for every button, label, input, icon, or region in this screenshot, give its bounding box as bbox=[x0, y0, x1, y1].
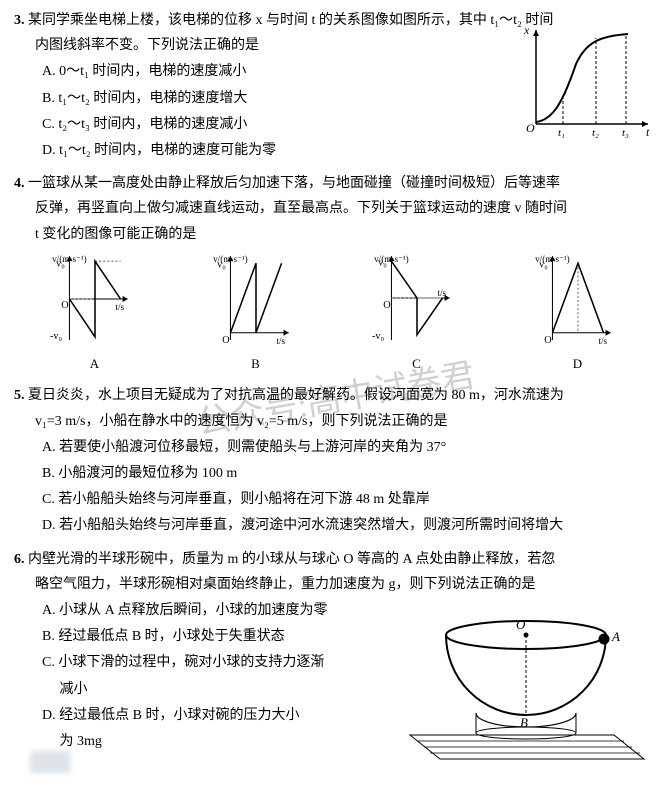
q4-graph-a: v/(m·s⁻¹) t/s v₀ -v₀ O A bbox=[50, 253, 140, 376]
svg-text:v₀: v₀ bbox=[217, 259, 226, 270]
q6-figure: O A B bbox=[404, 605, 654, 774]
svg-text:v₀: v₀ bbox=[378, 257, 387, 268]
q4-stem: 4. 一篮球从某一高度处由静止释放后匀加速下落，与地面碰撞（碰撞时间极短）后等速… bbox=[14, 171, 658, 247]
q4-label-c: C bbox=[372, 352, 462, 375]
q6-opt-a: A. 小球从 A 点释放后瞬间，小球的加速度为零 bbox=[42, 598, 384, 623]
q4-graphs-row: v/(m·s⁻¹) t/s v₀ -v₀ O A v/(m·s⁻¹) t/s v… bbox=[14, 253, 658, 376]
q6-options: A. 小球从 A 点释放后瞬间，小球的加速度为零 B. 经过最低点 B 时，小球… bbox=[14, 598, 384, 754]
q4-stem-l3: t 变化的图像可能正确的是 bbox=[35, 227, 196, 242]
q4-stem-l2: 反弹，再竖直向上做匀减速直线运动，直至最高点。下列关于篮球运动的速度 v 随时间 bbox=[35, 201, 567, 216]
q3-t2: t₂ bbox=[592, 127, 599, 139]
question-4: 4. 一篮球从某一高度处由静止释放后匀加速下落，与地面碰撞（碰撞时间极短）后等速… bbox=[14, 171, 658, 375]
question-3: 3. 某同学乘坐电梯上楼，该电梯的位移 x 与时间 t 的关系图像如图所示，其中… bbox=[14, 8, 658, 163]
q4-label-a: A bbox=[50, 352, 140, 375]
q3-t1: t₁ bbox=[558, 127, 565, 139]
q4-graph-d: v/(m·s⁻¹) t/s v₀ O D bbox=[533, 253, 623, 376]
q3-xlabel: t bbox=[646, 125, 650, 139]
q5-number: 5. bbox=[14, 388, 25, 403]
q4-graph-b: v/(m·s⁻¹) t/s v₀ O B bbox=[211, 253, 301, 376]
svg-text:O: O bbox=[222, 335, 229, 345]
q3-ylabel: x bbox=[523, 24, 530, 37]
q3-stem-l2: 内图线斜率不变。下列说法正确的是 bbox=[35, 38, 259, 53]
svg-text:O: O bbox=[544, 335, 551, 345]
q6-opt-b: B. 经过最低点 B 时，小球处于失重状态 bbox=[42, 624, 384, 649]
svg-text:t/s: t/s bbox=[598, 336, 607, 345]
svg-text:O: O bbox=[383, 300, 390, 311]
q6-stem-l2: 略空气阻力，半球形碗相对桌面始终静止，重力加速度为 g，则下列说法正确的是 bbox=[35, 577, 536, 592]
q3-t3: t₃ bbox=[622, 127, 629, 139]
blur-artifact bbox=[30, 751, 70, 773]
svg-text:O: O bbox=[526, 121, 535, 135]
svg-text:t/s: t/s bbox=[276, 336, 285, 345]
q3-graph-svg: O x t t₁ t₂ t₃ bbox=[518, 24, 658, 144]
q5-stem-l1: 夏日炎炎，水上项目无疑成为了对抗高温的最好解药。假设河面宽为 80 m，河水流速… bbox=[28, 388, 564, 403]
svg-text:t/s: t/s bbox=[437, 288, 446, 298]
q6-opt-c2: 减小 bbox=[42, 677, 384, 702]
q4-graph-c: v/(m·s⁻¹) t/s v₀ -v₀ O C bbox=[372, 253, 462, 376]
q4-stem-l1: 一篮球从某一高度处由静止释放后匀加速下落，与地面碰撞（碰撞时间极短）后等速率 bbox=[28, 176, 560, 191]
q6-opt-c1: C. 小球下滑的过程中，碗对小球的支持力逐渐 bbox=[42, 650, 384, 675]
q6-number: 6. bbox=[14, 552, 25, 567]
q5-opt-a: A. 若要使小船渡河位移最短，则需使船头与上游河岸的夹角为 37° bbox=[42, 435, 658, 460]
q3-number: 3. bbox=[14, 13, 25, 28]
question-6: 6. 内壁光滑的半球形碗中，质量为 m 的小球从与球心 O 等高的 A 点处由静… bbox=[14, 547, 658, 755]
q5-stem: 5. 夏日炎炎，水上项目无疑成为了对抗高温的最好解药。假设河面宽为 80 m，河… bbox=[14, 383, 658, 433]
q5-opt-d: D. 若小船船头始终与河岸垂直，渡河途中河水流速突然增大，则渡河所需时间将增大 bbox=[42, 513, 658, 538]
q6-stem-l1: 内壁光滑的半球形碗中，质量为 m 的小球从与球心 O 等高的 A 点处由静止释放… bbox=[28, 552, 555, 567]
svg-text:-v₀: -v₀ bbox=[372, 331, 385, 342]
q6-B: B bbox=[520, 715, 528, 730]
q6-opt-d1: D. 经过最低点 B 时，小球对碗的压力大小 bbox=[42, 703, 384, 728]
q6-O: O bbox=[516, 617, 526, 632]
q5-options: A. 若要使小船渡河位移最短，则需使船头与上游河岸的夹角为 37° B. 小船渡… bbox=[14, 435, 658, 539]
svg-text:t/s: t/s bbox=[115, 302, 124, 312]
q6-A: A bbox=[611, 629, 620, 644]
q5-opt-c: C. 若小船船头始终与河岸垂直，则小船将在河下游 48 m 处靠岸 bbox=[42, 487, 658, 512]
q3-stem-l1: 某同学乘坐电梯上楼，该电梯的位移 x 与时间 t 的关系图像如图所示，其中 t₁… bbox=[28, 13, 553, 28]
svg-text:v₀: v₀ bbox=[56, 258, 65, 269]
q6-opt-d2: 为 3mg bbox=[42, 729, 384, 754]
q3-figure: O x t t₁ t₂ t₃ bbox=[518, 24, 658, 153]
q5-opt-b: B. 小船渡河的最短位移为 100 m bbox=[42, 461, 658, 486]
q4-label-d: D bbox=[533, 352, 623, 375]
q5-stem-l2: v₁=3 m/s，小船在静水中的速度恒为 v₂=5 m/s，则下列说法正确的是 bbox=[35, 414, 448, 429]
question-5: 5. 夏日炎炎，水上项目无疑成为了对抗高温的最好解药。假设河面宽为 80 m，河… bbox=[14, 383, 658, 538]
q6-bowl-svg: O A B bbox=[404, 605, 654, 765]
q4-number: 4. bbox=[14, 176, 25, 191]
q4-label-b: B bbox=[211, 352, 301, 375]
svg-text:-v₀: -v₀ bbox=[50, 331, 63, 342]
svg-text:O: O bbox=[61, 300, 68, 311]
q6-stem: 6. 内壁光滑的半球形碗中，质量为 m 的小球从与球心 O 等高的 A 点处由静… bbox=[14, 547, 658, 597]
svg-text:v₀: v₀ bbox=[539, 259, 548, 270]
